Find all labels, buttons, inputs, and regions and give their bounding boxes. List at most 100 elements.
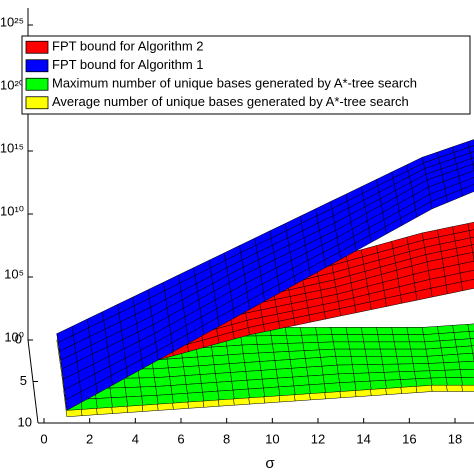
legend-label: FPT bound for Algorithm 2	[52, 39, 204, 54]
mesh-face	[197, 355, 215, 367]
mesh-face	[428, 362, 446, 372]
depth-tick-label: 5	[20, 373, 27, 388]
mesh-face	[468, 145, 474, 154]
mesh-face	[275, 368, 293, 379]
mesh-face	[457, 252, 474, 265]
surface	[56, 139, 474, 411]
mesh-face	[352, 364, 370, 374]
z-tick-label: 10²⁰	[0, 77, 24, 92]
z-tick-label: 10⁰	[4, 329, 24, 344]
x-tick-label: 8	[223, 431, 230, 446]
mesh-face	[141, 395, 159, 406]
mesh-face	[369, 380, 387, 390]
mesh-face	[347, 334, 365, 343]
mesh-face	[456, 345, 474, 355]
mesh-face	[367, 364, 385, 374]
mesh-face	[124, 386, 142, 398]
mesh-face	[287, 342, 305, 352]
mesh-face	[439, 339, 457, 349]
surface-cell	[426, 352, 474, 386]
depth-tick-label: 10	[18, 414, 32, 429]
mesh-face	[255, 335, 273, 345]
mesh-face	[137, 368, 155, 379]
mesh-face	[363, 341, 381, 350]
mesh-face	[471, 157, 474, 165]
mesh-face	[288, 350, 306, 360]
mesh-face	[440, 346, 458, 356]
mesh-face	[182, 356, 200, 368]
surface-cell	[244, 286, 342, 336]
surface-cell	[421, 221, 474, 263]
surface-cell	[426, 163, 474, 210]
mesh-face	[302, 342, 320, 351]
mesh-face	[156, 394, 174, 405]
mesh-face	[409, 341, 427, 350]
mesh-face	[461, 279, 474, 291]
surface-cell	[239, 201, 337, 275]
mesh-face	[171, 392, 189, 404]
mesh-face	[437, 325, 455, 334]
mesh-face	[453, 331, 471, 341]
mesh-face	[232, 388, 250, 400]
mesh-face	[321, 364, 339, 376]
mesh-face	[166, 357, 184, 369]
mesh-face	[383, 371, 401, 381]
mesh-face	[212, 354, 230, 365]
legend-swatch	[25, 77, 49, 91]
mesh-face	[425, 347, 443, 357]
mesh-face	[289, 358, 307, 369]
mesh-face	[286, 334, 304, 344]
mesh-face	[458, 170, 474, 184]
mesh-face	[452, 324, 470, 333]
mesh-face	[229, 362, 247, 373]
mesh-face	[461, 377, 474, 386]
mesh-face	[259, 360, 277, 371]
mesh-face	[170, 384, 188, 395]
mesh-face	[353, 372, 371, 383]
mesh-face	[183, 365, 201, 376]
surface-cell	[330, 327, 428, 357]
mesh-face	[442, 353, 460, 363]
legend: FPT bound for Algorithm 2 FPT bound for A…	[21, 35, 471, 115]
mesh-face	[213, 363, 231, 374]
mesh-face	[350, 356, 368, 366]
mesh-face	[470, 151, 474, 159]
mesh-face	[380, 348, 397, 357]
mesh-face	[414, 370, 432, 380]
mesh-face	[155, 385, 173, 396]
mesh-face	[467, 139, 474, 148]
mesh-face	[400, 378, 418, 388]
mesh-face	[458, 360, 474, 370]
surface-cell	[426, 251, 474, 298]
mesh-face	[415, 377, 433, 387]
mesh-face	[211, 345, 229, 357]
mesh-face	[362, 334, 380, 343]
mesh-face	[376, 327, 394, 335]
mesh-face	[95, 397, 113, 409]
mesh-face	[334, 348, 352, 357]
mesh-face	[187, 391, 205, 403]
mesh-face	[443, 361, 461, 371]
mesh-face	[317, 341, 335, 351]
surface-cell	[335, 356, 433, 392]
surface-cell	[152, 274, 250, 361]
mesh-face	[256, 343, 274, 354]
surface-cell	[61, 324, 159, 411]
mesh-face	[168, 366, 186, 377]
x-axis-label: σ	[265, 455, 275, 472]
mesh-face	[459, 368, 474, 378]
mesh-face	[385, 379, 402, 389]
mesh-face	[278, 385, 296, 396]
mesh-face	[471, 244, 474, 253]
mesh-face	[368, 372, 386, 382]
x-tick-label: 4	[132, 431, 139, 446]
surface-cell	[56, 289, 154, 370]
mesh-face	[393, 341, 411, 350]
mesh-face	[320, 356, 338, 367]
z-tick-label: 10¹⁰	[0, 203, 24, 218]
mesh-face	[140, 386, 158, 397]
x-tick-label: 16	[402, 431, 416, 446]
mesh-face	[429, 369, 447, 379]
mesh-face	[274, 359, 292, 370]
mesh-face	[378, 341, 396, 350]
